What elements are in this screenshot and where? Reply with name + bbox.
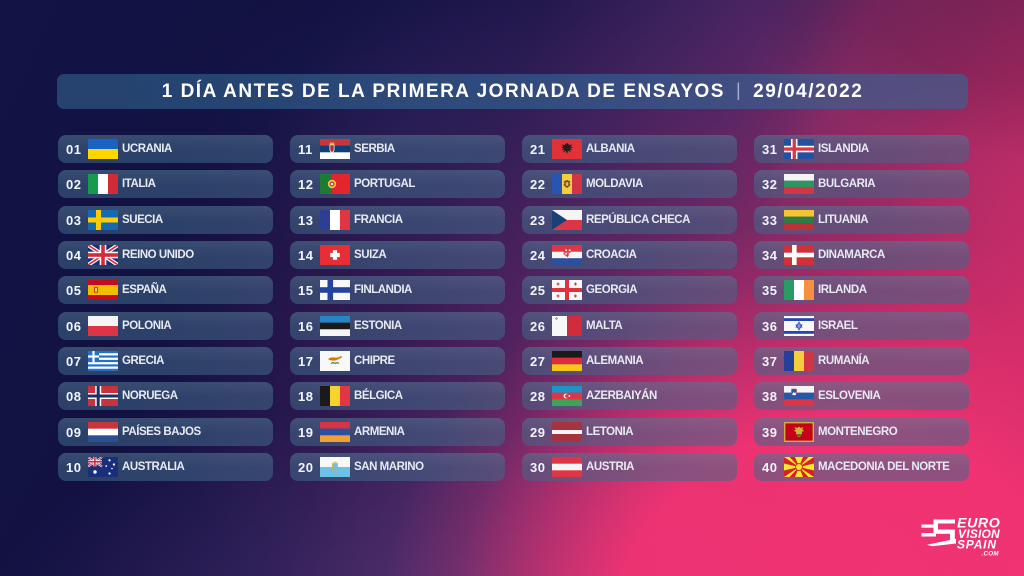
svg-text:SPAIN: SPAIN [957,538,997,552]
svg-text:EURO: EURO [957,516,1000,532]
svg-text:VISION: VISION [958,527,1000,541]
svg-text:.COM: .COM [982,550,1000,557]
